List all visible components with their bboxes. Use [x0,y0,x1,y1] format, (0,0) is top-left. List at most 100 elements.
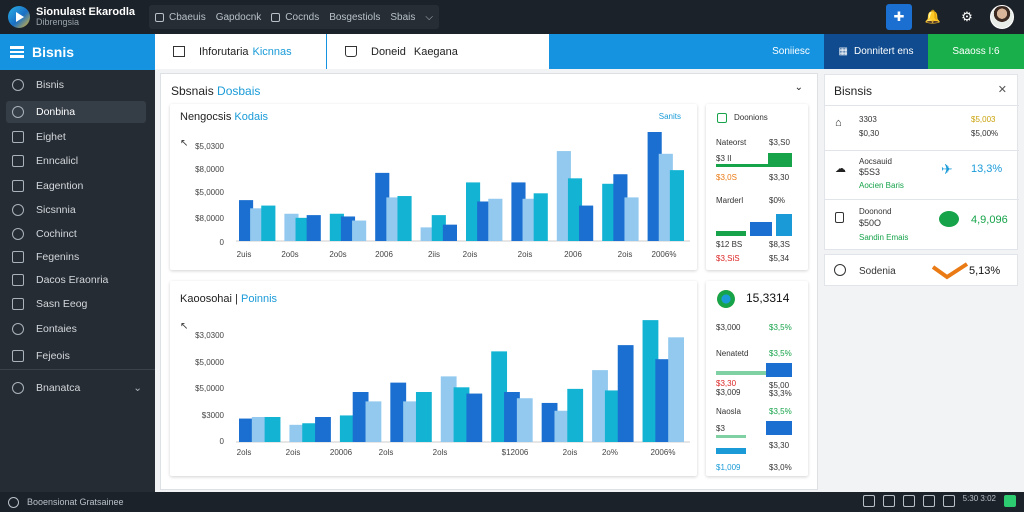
sidebar-item[interactable]: Fegenins [6,246,146,268]
card-row-value: $5,34 [769,254,790,263]
tab-doneid[interactable]: Doneid Kaegana [327,34,549,69]
settings-icon[interactable]: ⚙ [961,9,973,24]
notification-icon[interactable] [1004,495,1016,507]
top-tab[interactable]: Sbais [390,11,416,23]
card-row-label: $3,SiS [716,254,740,263]
chevron-down-icon[interactable]: ⌵ [425,11,433,23]
chart-bar [554,410,571,442]
menu-icon [10,46,24,58]
list-icon [12,274,24,286]
chart-card: Kaoosohai | Poinnis ↖ $3,0300 $5,0000 $5… [170,281,697,476]
settings-icon[interactable] [942,495,955,507]
smile-icon [834,264,846,276]
chart-bar [264,417,281,442]
top-tab[interactable]: Gapdocnk [215,11,262,23]
chart-bar [339,415,356,442]
sidebar-item[interactable]: Enncalicl [6,150,146,172]
card-row-label: $3 [716,424,725,433]
chart-bar [655,359,672,442]
folder-icon[interactable] [902,495,915,507]
window-icon[interactable] [862,495,875,507]
card-row-value: $3,5% [769,323,792,332]
chart-icon: ▦ [838,46,848,57]
globe-icon[interactable] [882,495,895,507]
sidebar-item[interactable]: Donbina [6,101,146,123]
chart-bar [533,193,548,241]
chart-bar [504,392,520,442]
summary-card: 15,3314 $3,000 $3,5% Nenatetd $3,5% $3,3… [706,281,808,476]
chart-bar [289,424,306,442]
card-text: Sandin Emais [859,233,909,242]
chart-bar [250,208,265,241]
card-text: Sodenia [859,266,896,277]
progress-bar [776,214,792,236]
sidebar-item[interactable]: Bisnis [6,74,146,96]
chart-bar [239,418,255,442]
sidebar-item[interactable]: Bnanatca ⌄ [6,377,146,399]
chart-bar [567,388,584,442]
sidebar-item[interactable]: Sicsnnia [6,199,146,221]
card-value: 4,9,096 [971,214,1008,226]
chart-bar [556,151,571,241]
sidebar-item[interactable]: Eighet [6,126,146,148]
header-action-button[interactable]: Soniiesc [758,34,824,69]
main-panel: Sbsnais Dosbais ⌄ Nengocsis Kodais Sanit… [160,73,818,490]
card-row-value: $5,00 [769,381,790,390]
avatar[interactable] [990,5,1014,29]
bell-icon[interactable]: 🔔 [924,9,942,24]
x-tick-label: 2ois [518,250,533,259]
card-row-label: Nenatetd [716,349,749,358]
chart-bar [511,182,526,241]
top-tab[interactable]: Cbaeuis [155,12,206,23]
chart-bar [516,398,533,442]
sidebar: Bisnis Bisnis Donbina Eighet Enncalicl E… [0,34,155,492]
card-row-value: $3,3% [769,389,792,398]
chart-bar [440,376,457,442]
clipboard-icon [717,113,727,123]
y-tick-label: $3,0300 [195,331,224,340]
chart-bar [604,390,621,442]
chart-bar [302,423,319,442]
x-tick-label: 2ols [433,448,448,457]
chevron-down-icon: ⌄ [133,382,142,394]
close-icon[interactable]: ✕ [997,84,1007,96]
file-icon [12,350,24,362]
chevron-down-icon[interactable]: ⌄ [794,82,803,93]
chart-bar [375,172,390,241]
card-value: 5,13% [969,265,1001,277]
chart-bar [352,220,367,241]
card-row-label: Marderl [716,196,744,205]
puzzle-icon[interactable]: ✚ [886,4,912,30]
card-row-value: $3,30 [769,173,790,182]
chart-bar [453,387,470,442]
sidebar-item[interactable]: Eagention [6,175,146,197]
chart-bar [239,200,254,241]
globe-icon [717,290,735,308]
sidebar-item[interactable]: Dacos Eraonria [6,269,146,291]
sidebar-header[interactable]: Bisnis [0,34,155,70]
header-action-button[interactable]: Saaoss I:6 [928,34,1024,69]
progress-bar [766,421,792,435]
chart-bar [340,216,356,241]
sidebar-item[interactable]: Cochinct [6,223,146,245]
monitor-icon[interactable] [922,495,935,507]
money-icon [939,211,959,227]
card-row-value: $0% [769,196,786,205]
app-title: Sionulast Ekarodla [36,6,136,18]
top-tab[interactable]: Cocnds [271,12,319,23]
y-tick-label: 0 [220,238,225,247]
status-bar: Booensionat Gratsainee 5:30 3:02 [0,492,1024,512]
chart-title: Nengocsis Kodais [180,111,269,123]
tab-information[interactable]: Ihforutaria Kicnnas [155,34,326,69]
y-tick-label: $5,0300 [195,142,224,151]
sidebar-item[interactable]: Fejeois [6,345,146,367]
top-bar: Sionulast Ekarodla Dibrengsia Cbaeuis Ga… [0,0,1024,34]
header-action-button[interactable]: ▦ Donnitert ens [824,34,928,69]
card-row-label: $3,000 [716,323,741,332]
database-icon [12,298,24,310]
sidebar-item[interactable]: Eontaies [6,318,146,340]
sidebar-item[interactable]: Sasn Eeog [6,293,146,315]
top-tab[interactable]: Bosgestiols [329,11,381,23]
chart-bar [365,401,382,442]
card-row-value: $5,00% [971,129,999,138]
